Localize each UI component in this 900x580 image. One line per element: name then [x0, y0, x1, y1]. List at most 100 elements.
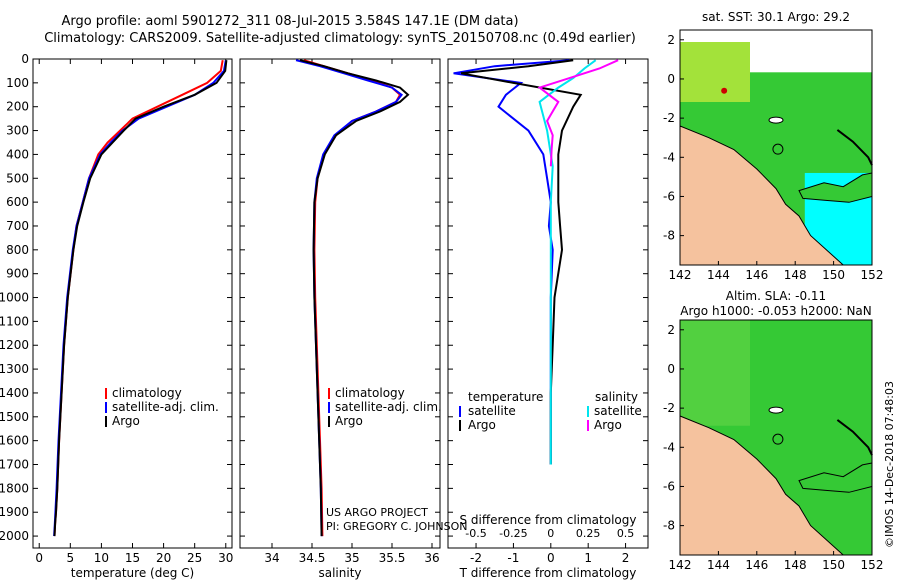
sla-patch [680, 320, 750, 426]
y-tick-label: 700 [6, 219, 29, 233]
series-line-argo [299, 59, 410, 537]
y-tick-label: 1000 [0, 291, 29, 305]
y-tick-label: 1700 [0, 458, 29, 472]
legend-label: satellite-adj. clim. [335, 400, 442, 414]
legend-label: climatology [112, 386, 182, 400]
y-tick-label: -8 [663, 519, 675, 533]
island-new-ireland [836, 129, 873, 166]
y-tick-label: -4 [663, 440, 675, 454]
y-tick-label: 1300 [0, 362, 29, 376]
legend-label: Argo [594, 418, 622, 432]
x-tick-label: 10 [94, 551, 109, 565]
top-axis-label: S difference from climatology [460, 513, 637, 527]
x-tick-label: 148 [784, 558, 807, 572]
y-tick-label: 1800 [0, 481, 29, 495]
x-tick-label: 148 [784, 268, 807, 282]
hot-spot [721, 87, 728, 94]
y-tick-label: -6 [663, 479, 675, 493]
y-tick-label: -2 [663, 111, 675, 125]
x-tick-label: 34.5 [299, 551, 326, 565]
credit-line-2: PI: GREGORY C. JOHNSON [326, 520, 467, 533]
legend-label: Argo [335, 414, 363, 428]
y-tick-label: 2000 [0, 529, 29, 543]
top-axis-tick-label: -0.25 [499, 527, 527, 540]
legend-label: satellite [594, 404, 642, 418]
y-tick-label: 300 [6, 124, 29, 138]
x-tick-label: 0 [35, 551, 43, 565]
x-axis-label: temperature (deg C) [71, 566, 194, 580]
map-title: Altim. SLA: -0.11 [726, 289, 826, 303]
x-tick-label: 20 [156, 551, 171, 565]
y-tick-label: 400 [6, 147, 29, 161]
legend-label: satellite [468, 404, 516, 418]
y-tick-label: 1500 [0, 410, 29, 424]
x-tick-label: 150 [822, 268, 845, 282]
x-tick-label: 146 [745, 558, 768, 572]
map-frame [679, 29, 873, 266]
island-manus [768, 116, 784, 124]
x-axis-label: salinity [318, 566, 361, 580]
x-tick-label: 0 [547, 551, 555, 565]
y-tick-label: 2 [667, 33, 675, 47]
x-tick-label: 5 [66, 551, 74, 565]
top-axis-tick-label: 0 [547, 527, 554, 540]
difference-panel: -2 -1 0 1 2T difference from climatology -0.5… [447, 58, 649, 580]
y-tick-label: 0 [667, 72, 675, 86]
y-tick-label: 0 [21, 52, 29, 66]
y-tick-label: -8 [663, 229, 675, 243]
plot-frame [32, 58, 233, 549]
map-subtitle: Argo h1000: -0.053 h2000: NaN [680, 304, 872, 318]
y-tick-label: 500 [6, 171, 29, 185]
x-tick-label: 142 [669, 268, 692, 282]
y-tick-label: 1200 [0, 338, 29, 352]
argo-location-marker [772, 433, 784, 445]
y-tick-label: 100 [6, 76, 29, 90]
x-tick-label: -2 [470, 551, 482, 565]
y-tick-label: 1600 [0, 434, 29, 448]
y-tick-label: 900 [6, 267, 29, 281]
x-tick-label: 35 [344, 551, 359, 565]
argo-location-marker [772, 143, 784, 155]
series-line-t-argo [460, 59, 583, 465]
x-tick-label: 150 [822, 558, 845, 572]
y-tick-label: 1900 [0, 505, 29, 519]
x-tick-label: 36 [424, 551, 439, 565]
x-tick-label: 144 [707, 558, 730, 572]
x-axis-label: T difference from climatology [459, 566, 637, 580]
y-tick-label: 600 [6, 195, 29, 209]
x-tick-label: 146 [745, 268, 768, 282]
title-line-1: Argo profile: aoml 5901272_311 08-Jul-20… [61, 14, 518, 29]
series-line-argo [53, 60, 228, 537]
x-tick-label: -1 [507, 551, 519, 565]
x-tick-label: 142 [669, 558, 692, 572]
y-tick-label: 1100 [0, 314, 29, 328]
x-tick-label: 144 [707, 268, 730, 282]
x-tick-label: 152 [861, 558, 884, 572]
top-axis-tick-label: 0.5 [617, 527, 635, 540]
legend-label: Argo [112, 414, 140, 428]
imos-watermark: ©IMOS 14-Dec-2018 07:48:03 [883, 381, 896, 548]
map-frame [679, 319, 873, 556]
top-axis-tick-label: 0.25 [576, 527, 601, 540]
series-line-s-argo [537, 59, 619, 167]
credit-line-1: US ARGO PROJECT [326, 506, 428, 519]
sst-map-panel: sat. SST: 30.1 Argo: 29.2 142 144 146 148 150… [663, 10, 883, 282]
legend-label: Argo [468, 418, 496, 432]
x-tick-label: 35.5 [379, 551, 406, 565]
top-axis-tick-label: -0.5 [465, 527, 486, 540]
y-tick-label: -6 [663, 189, 675, 203]
temperature-panel: 0 5 10 15 20 25 300100200300400500600700800900… [0, 52, 233, 580]
x-tick-label: 25 [187, 551, 202, 565]
x-tick-label: 1 [584, 551, 592, 565]
island-new-ireland [836, 419, 873, 456]
y-tick-label: 800 [6, 243, 29, 257]
warm-sst-area [680, 42, 750, 102]
x-tick-label: 152 [861, 268, 884, 282]
y-tick-label: 0 [667, 362, 675, 376]
y-tick-label: 200 [6, 100, 29, 114]
legend-label: satellite-adj. clim. [112, 400, 219, 414]
map-title: sat. SST: 30.1 Argo: 29.2 [702, 10, 850, 24]
x-tick-label: 34 [264, 551, 279, 565]
